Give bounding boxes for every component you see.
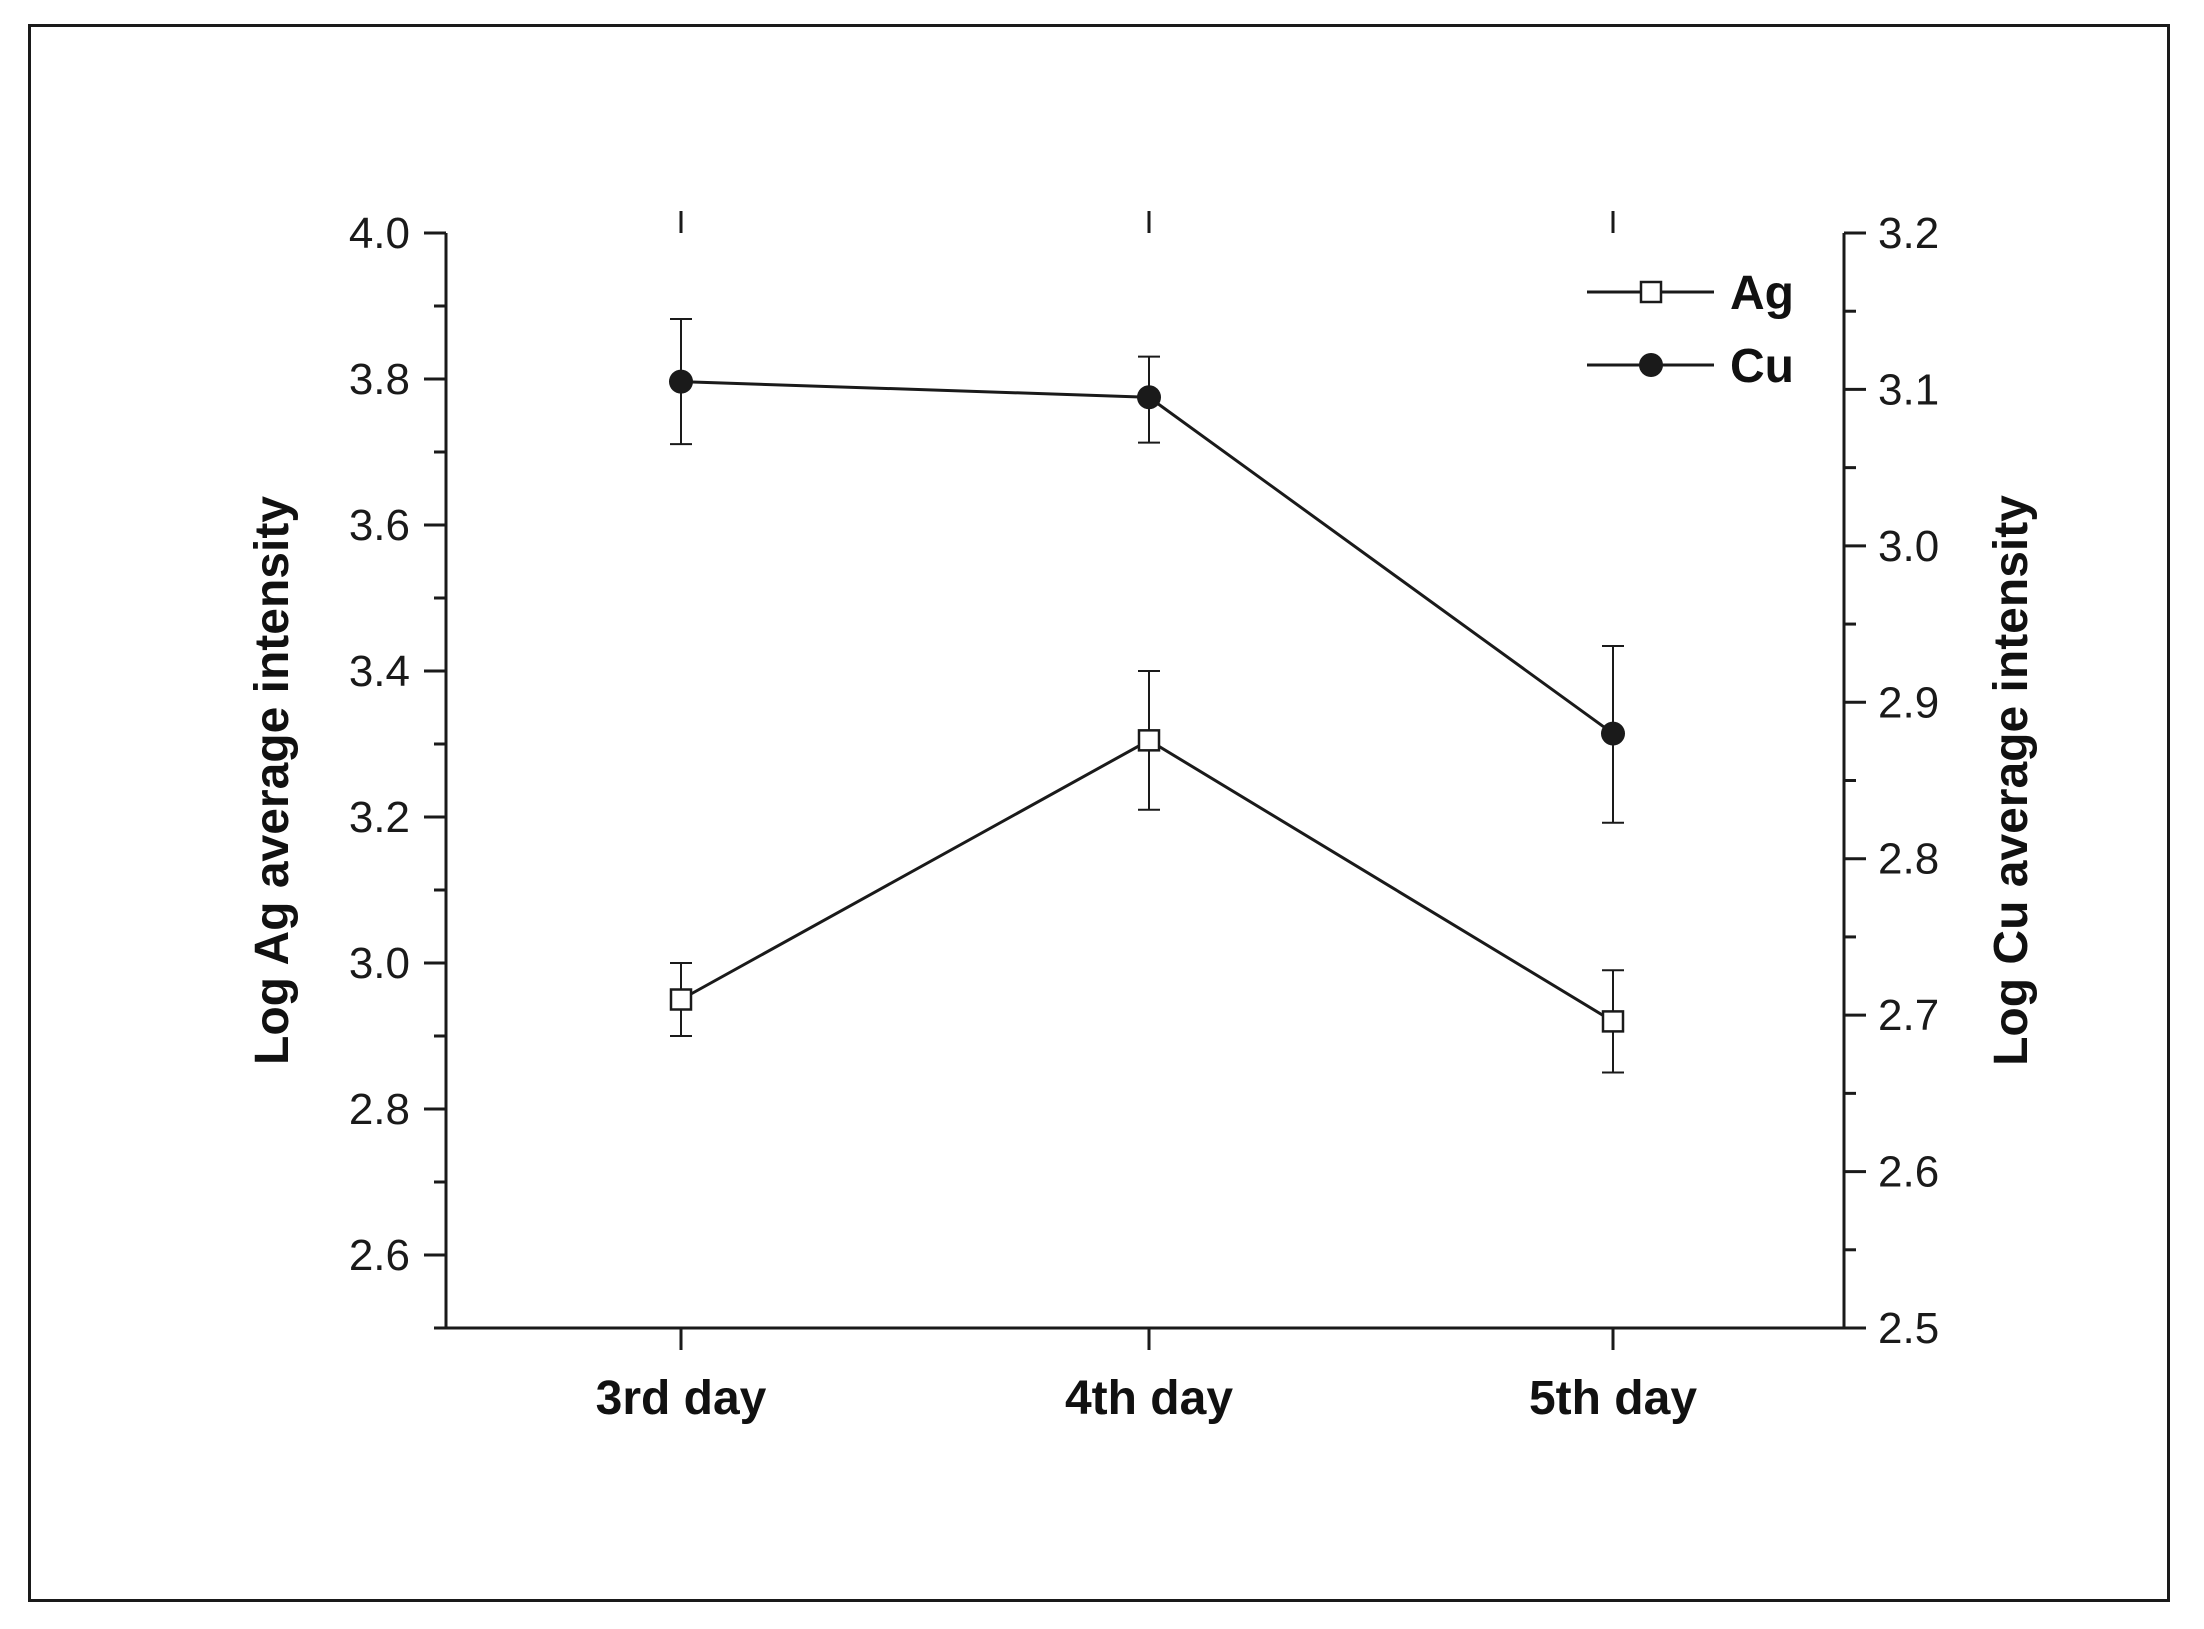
left-tick-label: 3.4	[349, 647, 410, 696]
right-tick-label: 3.2	[1878, 209, 1939, 258]
figure-frame	[28, 24, 2170, 1602]
left-tick-label: 3.8	[349, 355, 410, 404]
left-tick-label: 3.6	[349, 501, 410, 550]
ag-point	[669, 988, 693, 1011]
legend: Ag Cu	[1587, 267, 1794, 393]
left-tick-label: 2.6	[349, 1231, 410, 1280]
right-tick-label: 2.9	[1878, 678, 1939, 727]
left-tick-label: 3.2	[349, 793, 410, 842]
x-tick-label: 5th day	[1529, 1372, 1697, 1425]
axes: 2.6 2.8 3.0 3.2 3.4 3.6 3.8 4.0 2.5 2.6 2.7 2.8 2.9 3…	[246, 209, 2038, 1425]
legend-ag-label: Ag	[1730, 267, 1794, 320]
right-tick-label: 2.8	[1878, 835, 1939, 884]
right-tick-label: 2.6	[1878, 1148, 1939, 1197]
cu-series-line	[680, 380, 1614, 735]
right-tick-label: 3.0	[1878, 522, 1939, 571]
left-tick-label: 3.0	[349, 939, 410, 988]
x-tick-label: 3rd day	[596, 1372, 767, 1425]
right-tick-label: 2.7	[1878, 991, 1939, 1040]
legend-cu-marker	[1639, 353, 1663, 377]
series	[669, 318, 1625, 1074]
left-tick-label: 2.8	[349, 1085, 410, 1134]
cu-point	[669, 369, 693, 394]
ag-series-line	[680, 738, 1614, 1023]
right-tick-label: 2.5	[1878, 1304, 1939, 1353]
left-axis-title: Log Ag average intensity	[246, 496, 299, 1065]
legend-ag-marker	[1639, 280, 1663, 304]
right-tick-label: 3.1	[1878, 365, 1939, 414]
left-tick-label: 4.0	[349, 209, 410, 258]
x-tick-label: 4th day	[1065, 1372, 1233, 1425]
ag-point	[1137, 729, 1161, 752]
cu-point	[1137, 385, 1161, 410]
cu-point	[1601, 721, 1625, 746]
ag-point	[1601, 1010, 1625, 1033]
right-axis-title: Log Cu average intensity	[1985, 495, 2038, 1066]
legend-cu-label: Cu	[1730, 340, 1794, 393]
